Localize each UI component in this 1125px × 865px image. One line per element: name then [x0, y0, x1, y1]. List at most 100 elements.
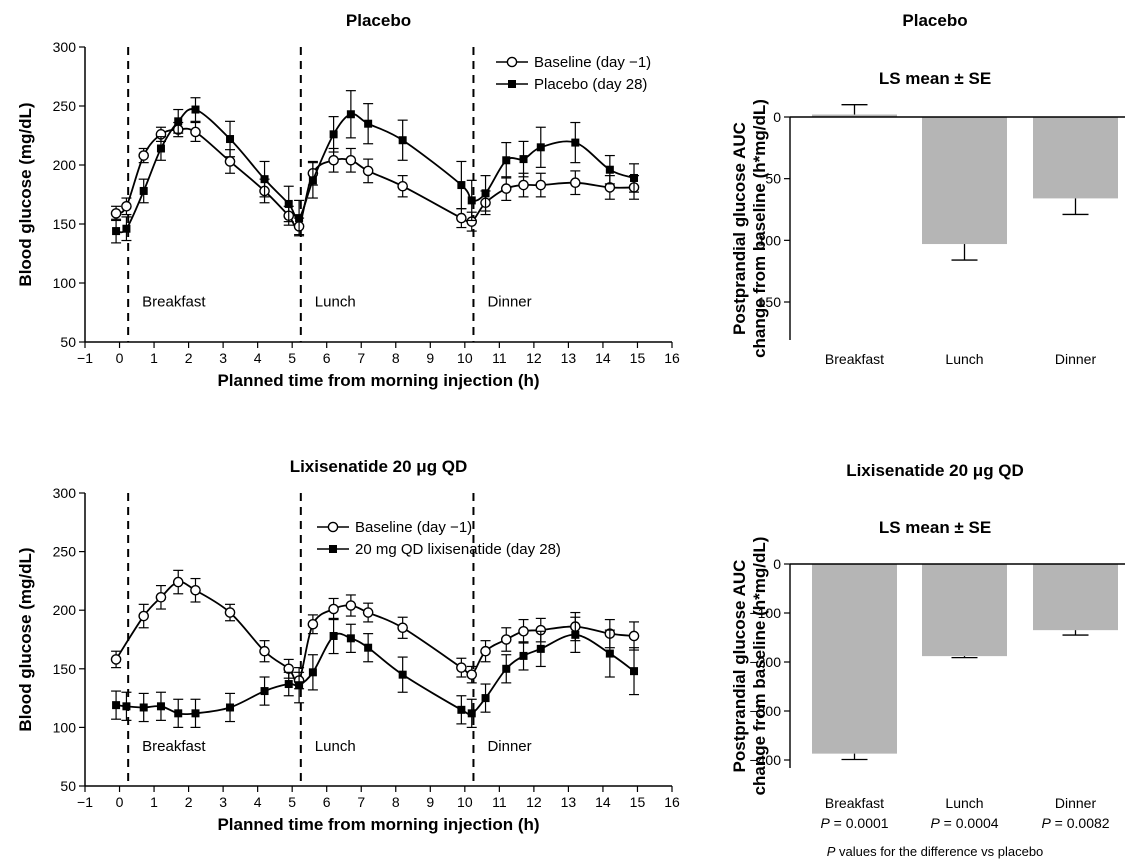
x-tick-label: 14 — [595, 794, 611, 810]
x-tick-label: 8 — [392, 350, 400, 366]
meal-label: Breakfast — [142, 738, 206, 755]
data-point — [295, 214, 304, 223]
y-tick-label: −300 — [749, 703, 781, 719]
x-tick-label: 11 — [492, 794, 507, 810]
y-axis-title: Blood glucose (mg/dL) — [16, 102, 35, 286]
data-point — [480, 645, 491, 657]
footnote-p-symbol: P — [827, 844, 836, 859]
series-line — [115, 632, 635, 716]
data-point — [328, 154, 339, 166]
data-point — [398, 670, 407, 679]
x-tick-label: 1 — [150, 794, 158, 810]
data-point — [259, 645, 270, 657]
data-point — [308, 668, 317, 677]
category-label: Lunch — [945, 351, 983, 367]
data-point — [329, 631, 338, 640]
p-value: = 0.0001 — [830, 815, 889, 831]
x-tick-label: 12 — [526, 350, 542, 366]
data-point — [536, 644, 545, 653]
series-1 — [111, 616, 640, 729]
data-point — [172, 576, 184, 588]
p-symbol: P — [820, 815, 830, 831]
data-point — [345, 154, 357, 166]
x-tick-label: 5 — [288, 794, 296, 810]
p-value: = 0.0004 — [940, 815, 999, 831]
x-tick-label: 0 — [116, 794, 124, 810]
data-point — [397, 180, 408, 192]
y-tick-label: 100 — [53, 719, 77, 735]
category-label: Breakfast — [825, 795, 884, 811]
y-tick-label: 150 — [53, 216, 77, 232]
x-tick-label: 13 — [561, 794, 577, 810]
data-point — [191, 105, 200, 114]
meal-label: Lunch — [315, 294, 356, 311]
bar — [812, 114, 897, 117]
data-point — [630, 173, 639, 182]
data-point — [112, 227, 121, 236]
data-point — [456, 212, 467, 224]
legend: Baseline (day −1) 20 mg QD lixisenatide (… — [317, 519, 561, 558]
legend-marker — [506, 56, 518, 68]
x-tick-label: 16 — [664, 350, 680, 366]
x-tick-label: 4 — [254, 350, 262, 366]
p-value-label: P = 0.0004 — [930, 815, 998, 831]
y-tick-label: 200 — [53, 602, 77, 618]
data-point — [364, 119, 373, 128]
x-tick-label: 7 — [357, 350, 365, 366]
data-point — [346, 110, 355, 119]
legend: Baseline (day −1) Placebo (day 28) — [496, 54, 651, 93]
bar — [922, 564, 1007, 657]
category-label: Dinner — [1055, 795, 1097, 811]
data-point — [121, 200, 132, 212]
series-line — [115, 580, 635, 684]
p-value-label: P = 0.0082 — [1041, 815, 1109, 831]
data-point — [502, 664, 511, 673]
data-point — [518, 625, 529, 637]
x-tick-label: 9 — [426, 350, 434, 366]
x-tick-label: 15 — [630, 350, 646, 366]
data-point — [138, 150, 149, 161]
x-tick-label: 15 — [630, 794, 646, 810]
data-point — [295, 681, 304, 690]
y-tick-label: 150 — [758, 294, 782, 310]
legend-label: Placebo (day 28) — [534, 76, 647, 93]
footnote-text: values for the difference vs placebo — [835, 844, 1043, 859]
panel-title: Lixisenatide 20 μg QD — [290, 457, 468, 476]
data-point — [364, 643, 373, 652]
legend-label: 20 mg QD lixisenatide (day 28) — [355, 541, 561, 558]
x-tick-label: −1 — [77, 350, 93, 366]
bar-panel-3: Lixisenatide 20 μg QD LS mean ± SE 0 −100 −2… — [730, 461, 1125, 859]
series-0 — [110, 569, 640, 690]
y-tick-label: 250 — [53, 544, 77, 560]
x-tick-label: 9 — [426, 794, 434, 810]
data-point — [260, 175, 269, 184]
x-tick-label: 6 — [323, 794, 331, 810]
y-tick-label: 50 — [60, 334, 76, 350]
data-point — [345, 600, 357, 611]
data-point — [260, 687, 269, 696]
data-point — [110, 654, 122, 665]
y-axis-title: change from baseline (h*mg/dL) — [750, 99, 769, 358]
category-label: Dinner — [1055, 351, 1097, 367]
meal-label: Dinner — [487, 738, 531, 755]
x-tick-label: 2 — [185, 794, 193, 810]
data-point — [224, 156, 236, 167]
x-tick-label: 10 — [457, 794, 473, 810]
data-point — [112, 701, 121, 710]
data-point — [466, 669, 478, 680]
series-0 — [110, 121, 640, 236]
bar — [922, 117, 1007, 245]
data-point — [139, 703, 148, 712]
y-tick-label: 300 — [53, 485, 77, 501]
panel-title: Placebo — [346, 11, 411, 30]
x-axis-title: Planned time from morning injection (h) — [217, 371, 539, 390]
x-tick-label: 0 — [116, 350, 124, 366]
y-axis-title: Postprandial glucose AUC — [730, 122, 749, 335]
x-tick-label: 16 — [664, 794, 680, 810]
data-point — [190, 584, 201, 596]
y-tick-label: 0 — [773, 109, 781, 125]
data-point — [191, 709, 200, 718]
meal-label: Breakfast — [142, 294, 206, 311]
x-axis-title: Planned time from morning injection (h) — [217, 815, 539, 834]
